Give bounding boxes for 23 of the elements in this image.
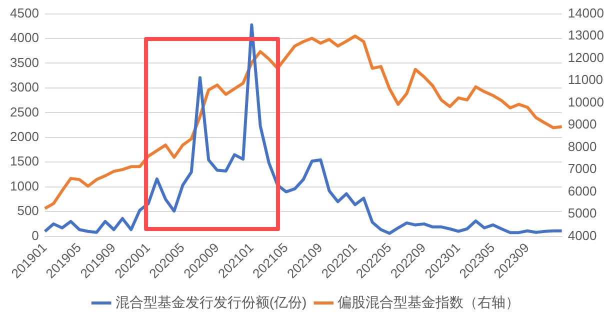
y2-tick-label: 14000 bbox=[568, 5, 604, 20]
y2-tick-label: 6000 bbox=[568, 183, 597, 198]
y2-tick-label: 7000 bbox=[568, 161, 597, 176]
y-tick-label: 2000 bbox=[10, 128, 39, 144]
y2-tick-label: 13000 bbox=[568, 28, 604, 43]
y-tick-label: 2500 bbox=[10, 104, 39, 120]
y-tick-label: 3000 bbox=[10, 80, 39, 95]
y2-tick-label: 9000 bbox=[568, 116, 597, 132]
y-tick-label: 500 bbox=[17, 203, 39, 218]
y2-tick-label: 4000 bbox=[568, 228, 597, 243]
y2-tick-label: 11000 bbox=[568, 72, 604, 88]
y2-tick-label: 5000 bbox=[568, 206, 597, 221]
y2-tick-label: 8000 bbox=[568, 138, 597, 154]
y-tick-label: 0 bbox=[32, 228, 39, 243]
legend-label: 混合型基金发行发行份额(亿份) bbox=[115, 294, 307, 310]
y2-tick-label: 10000 bbox=[568, 94, 604, 110]
y-tick-label: 4000 bbox=[10, 30, 39, 46]
y-tick-label: 1500 bbox=[10, 154, 39, 169]
y-tick-label: 4500 bbox=[10, 5, 39, 20]
y-tick-label: 3500 bbox=[10, 54, 39, 70]
y-tick-label: 1000 bbox=[10, 178, 39, 194]
legend-label: 偏股混合型基金指数（右轴） bbox=[338, 294, 520, 310]
y2-tick-label: 12000 bbox=[568, 50, 604, 65]
